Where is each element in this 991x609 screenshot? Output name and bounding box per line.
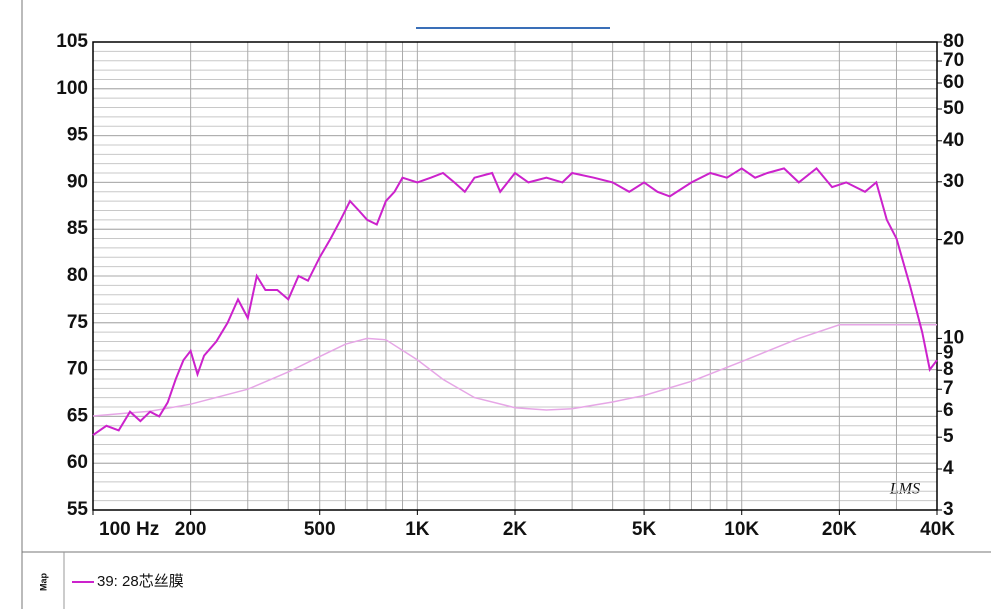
sidebar-label: Map [38, 572, 48, 591]
y-tick-label: 65 [67, 405, 89, 426]
y-tick-label: 90 [67, 171, 88, 192]
y-tick-label: 100 [56, 78, 88, 99]
y-tick-label: 55 [67, 499, 89, 520]
watermark: LMS [889, 481, 920, 498]
y2-tick-label: 40 [943, 130, 964, 151]
x-tick-label: 5K [632, 519, 657, 540]
y2-tick-label: 30 [943, 171, 964, 192]
y-tick-label: 105 [56, 31, 88, 52]
y2-tick-label: 8 [943, 359, 954, 380]
y2-tick-label: 7 [943, 378, 954, 399]
y-tick-label: 85 [67, 218, 89, 239]
x-tick-label: 10K [724, 519, 759, 540]
x-tick-label: 100 Hz [99, 519, 159, 540]
y2-tick-label: 50 [943, 98, 964, 119]
y-tick-label: 80 [67, 265, 88, 286]
y2-tick-label: 9 [943, 342, 954, 363]
series-line [92, 324, 937, 417]
y2-tick-label: 10 [943, 327, 964, 348]
x-tick-label: 40K [920, 519, 955, 540]
y2-tick-label: 5 [943, 426, 954, 447]
y2-tick-label: 4 [943, 458, 954, 479]
x-tick-label: 500 [304, 519, 336, 540]
y2-tick-label: 3 [943, 499, 954, 520]
legend-label: 39: 28芯丝膜 [97, 573, 184, 590]
y2-tick-label: 20 [943, 229, 964, 250]
y2-tick-label: 70 [943, 50, 964, 71]
x-tick-label: 1K [405, 519, 430, 540]
y-tick-label: 70 [67, 359, 88, 380]
y-tick-label: 60 [67, 452, 88, 473]
y2-tick-label: 6 [943, 400, 954, 421]
x-tick-label: 2K [503, 519, 528, 540]
y-tick-label: 75 [67, 312, 89, 333]
series-line [92, 167, 938, 436]
plot-border [92, 41, 938, 511]
y2-tick-label: 80 [943, 31, 964, 52]
y-tick-label: 95 [67, 125, 89, 146]
y2-tick-label: 60 [943, 72, 964, 93]
x-tick-label: 20K [822, 519, 857, 540]
x-tick-label: 200 [175, 519, 207, 540]
